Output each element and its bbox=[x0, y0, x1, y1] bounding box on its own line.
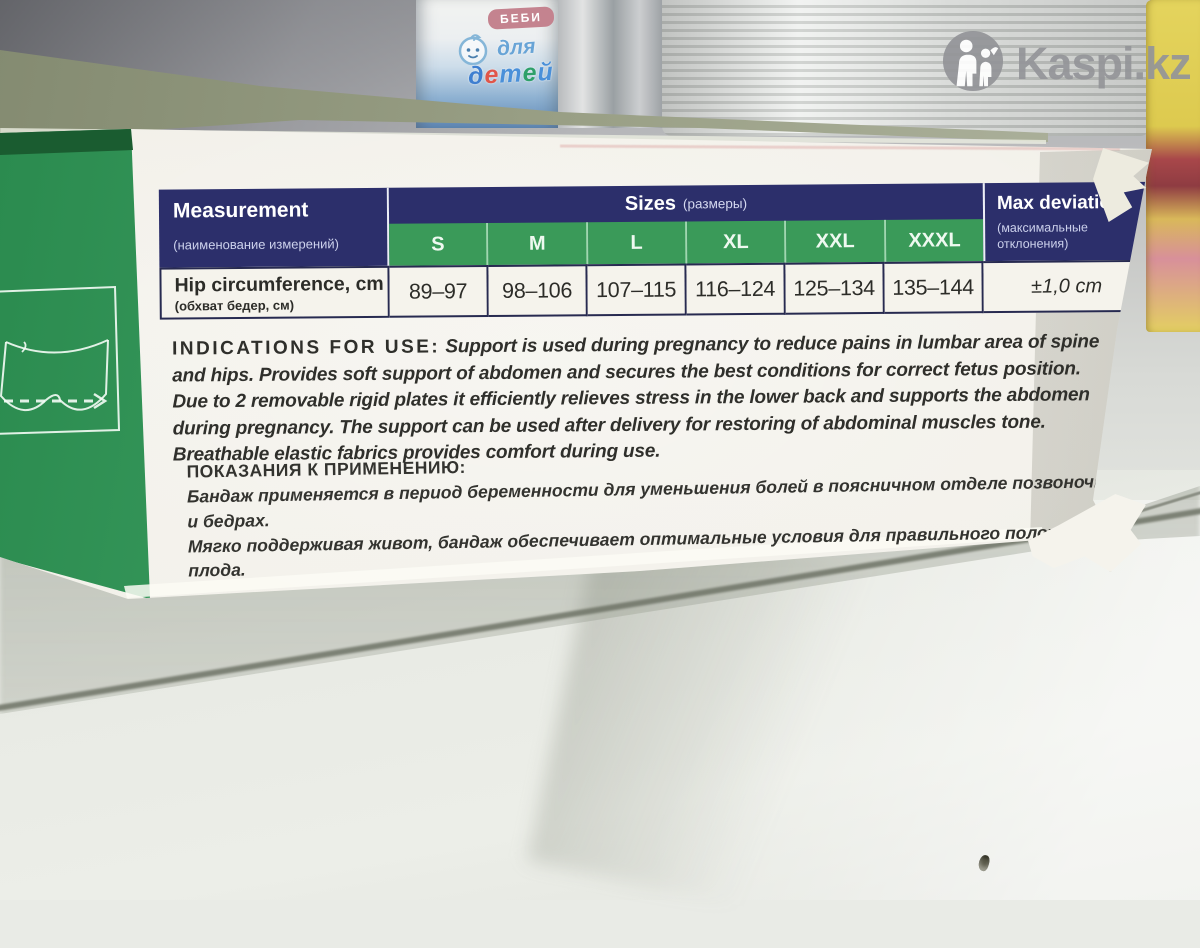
table-row-label: Hip circumference, cm (обхват бедер, см) bbox=[159, 265, 390, 320]
size-label-xxxl: XXXL bbox=[885, 219, 984, 262]
table-value-s: 89–97 bbox=[389, 265, 489, 318]
ribbed-container-stack bbox=[662, 0, 1150, 136]
table-value-xxxl: 135–144 bbox=[884, 261, 984, 314]
kaspi-watermark: Kaspi.kz bbox=[942, 30, 1192, 97]
size-label-l: L bbox=[587, 221, 688, 265]
table-header-sizes: Sizes (размеры) S M L XL XXL XXXL bbox=[388, 183, 984, 266]
baby-banner-label: БЕБИ bbox=[499, 9, 543, 27]
baby-product-word2: детей bbox=[467, 58, 554, 91]
product-box: Measurement (наименование измерений) Siz… bbox=[0, 129, 1152, 599]
yellow-product-box bbox=[1146, 0, 1200, 332]
letter: й bbox=[536, 57, 555, 87]
sizes-label-ru: (размеры) bbox=[682, 195, 748, 212]
size-label-s: S bbox=[389, 223, 489, 266]
size-label-xl: XL bbox=[687, 220, 787, 264]
table-value-l: 107–115 bbox=[587, 263, 687, 317]
sizes-label-en: Sizes bbox=[624, 192, 677, 215]
gray-container bbox=[552, 0, 670, 128]
max-deviation-label-ru: (максимальные отклонения) bbox=[997, 220, 1088, 251]
kaspi-brand-text: Kaspi.kz bbox=[1016, 37, 1192, 89]
table-header-max-deviation: Max deviation (максимальные отклонения) bbox=[982, 181, 1152, 262]
letter: т bbox=[498, 59, 524, 89]
table-value-xxl: 125–134 bbox=[785, 261, 885, 315]
size-label-xxl: XXL bbox=[786, 219, 887, 263]
size-table: Measurement (наименование измерений) Siz… bbox=[158, 181, 1152, 320]
table-value-m: 98–106 bbox=[488, 264, 588, 318]
baby-product-banner: БЕБИ bbox=[487, 6, 555, 30]
row-label-ru: (обхват бедер, см) bbox=[174, 297, 295, 313]
baby-face-icon bbox=[455, 31, 491, 72]
measurement-label-ru: (наименование измерений) bbox=[173, 236, 340, 253]
table-header-measurement: Measurement (наименование измерений) bbox=[158, 187, 390, 268]
size-label-m: M bbox=[488, 222, 589, 266]
row-label-en: Hip circumference, cm bbox=[174, 272, 384, 296]
table-value-xl: 116–124 bbox=[686, 262, 786, 316]
box-green-top-strip bbox=[0, 129, 133, 155]
briefs-measurement-diagram bbox=[0, 285, 121, 435]
box-green-side-panel bbox=[0, 129, 150, 599]
sizes-header-band: Sizes (размеры) bbox=[389, 183, 983, 224]
measurement-label-en: Measurement bbox=[172, 198, 309, 223]
size-labels-row: S M L XL XXL XXXL bbox=[389, 219, 984, 266]
kaspi-logo-icon bbox=[942, 30, 1004, 97]
letter: е bbox=[521, 58, 539, 88]
baby-product-word1: для bbox=[496, 34, 537, 61]
indications-en-title: INDICATIONS FOR USE: bbox=[171, 336, 441, 360]
